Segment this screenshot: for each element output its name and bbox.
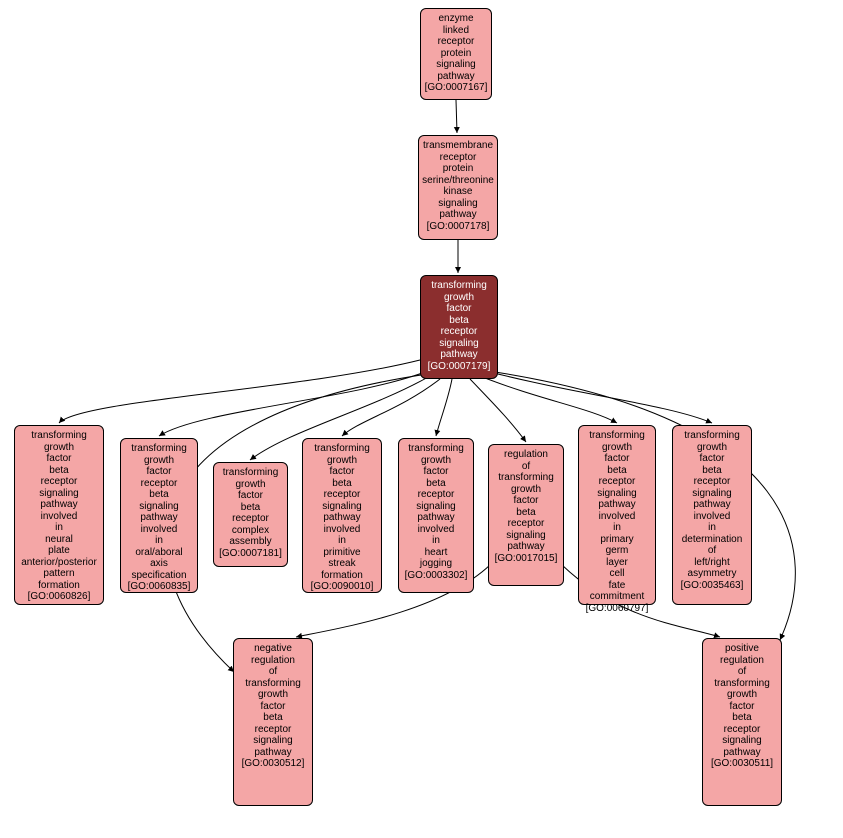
go-term-node[interactable]: transforminggrowthfactorbetareceptorsign… — [578, 425, 656, 605]
go-term-node[interactable]: transmembranereceptorproteinserine/threo… — [418, 135, 498, 240]
go-term-node[interactable]: transforminggrowthfactorbetareceptorsign… — [302, 438, 382, 593]
edge — [456, 100, 457, 133]
go-term-node[interactable]: transforminggrowthfactorbetareceptorsign… — [420, 275, 498, 379]
edge — [480, 376, 617, 423]
edge — [470, 379, 526, 442]
go-term-node[interactable]: transforminggrowthfactorbetareceptorsign… — [672, 425, 752, 605]
go-term-node[interactable]: transforminggrowthfactorreceptorbetasign… — [120, 438, 198, 593]
edge — [436, 379, 452, 436]
go-term-node[interactable]: enzymelinkedreceptorproteinsignalingpath… — [420, 8, 492, 100]
go-term-node[interactable]: regulationoftransforminggrowthfactorbeta… — [488, 444, 564, 586]
go-term-node[interactable]: negativeregulationoftransforminggrowthfa… — [233, 638, 313, 806]
edge — [59, 360, 420, 423]
go-term-node[interactable]: transforminggrowthfactorbetareceptorsign… — [14, 425, 104, 605]
go-term-node[interactable]: positiveregulationoftransforminggrowthfa… — [702, 638, 782, 806]
go-term-node[interactable]: transforminggrowthfactorbetareceptorcomp… — [213, 462, 288, 567]
go-term-node[interactable]: transforminggrowthfactorbetareceptorsign… — [398, 438, 474, 593]
